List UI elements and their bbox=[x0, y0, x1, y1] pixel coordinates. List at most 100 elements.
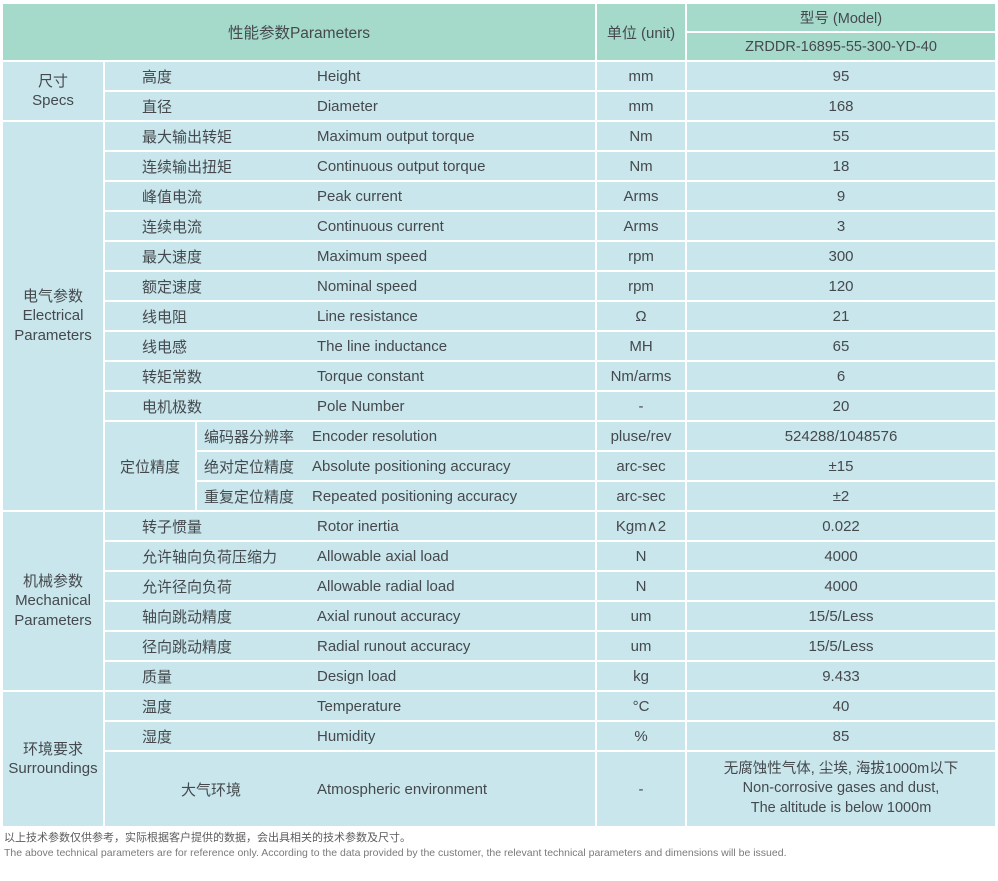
row-label-en: Continuous current bbox=[317, 217, 444, 235]
row-value-cell: 0.022 bbox=[687, 512, 995, 540]
header-model-value: ZRDDR-16895-55-300-YD-40 bbox=[687, 33, 995, 60]
row-value-cell: 15/5/Less bbox=[687, 602, 995, 630]
table-row: 绝对定位精度 Absolute positioning accuracy arc-s… bbox=[197, 452, 995, 480]
row-label-cell: 湿度 Humidity bbox=[105, 722, 595, 750]
row-label-cn: 编码器分辨率 bbox=[204, 428, 295, 446]
section-name-en: Electrical Parameters bbox=[14, 307, 92, 344]
row-label-cell: 允许轴向负荷压缩力 Allowable axial load bbox=[105, 542, 595, 570]
row-label-cell: 线电阻 Line resistance bbox=[105, 302, 595, 330]
row-value-cell: 6 bbox=[687, 362, 995, 390]
positioning-accuracy-group: 定位精度 编码器分辨率 Encoder resolution pluse/rev 524… bbox=[105, 422, 995, 510]
row-label-cn: 峰值电流 bbox=[142, 188, 203, 206]
table-row: 允许径向负荷 Allowable radial load N 4000 bbox=[105, 572, 995, 600]
row-label-cell: 重复定位精度 Repeated positioning accuracy bbox=[197, 482, 595, 510]
table-row: 高度 Height mm 95 bbox=[105, 62, 995, 90]
row-value-cell: 20 bbox=[687, 392, 995, 420]
row-label-en: Peak current bbox=[317, 187, 403, 205]
row-label-cn: 线电阻 bbox=[142, 308, 188, 326]
row-value-cell: 4000 bbox=[687, 572, 995, 600]
row-label-cell: 电机极数 Pole Number bbox=[105, 392, 595, 420]
row-label-en: Maximum output torque bbox=[317, 127, 475, 145]
row-unit-cell: mm bbox=[597, 62, 685, 90]
section-name-cn: 环境要求 bbox=[22, 740, 83, 758]
row-label-cell: 峰值电流 Peak current bbox=[105, 182, 595, 210]
section-header-cell: 电气参数 Electrical Parameters bbox=[3, 122, 103, 510]
row-label-en: Continuous output torque bbox=[317, 157, 486, 175]
table-row: 电机极数 Pole Number -20 bbox=[105, 392, 995, 420]
row-unit-cell: um bbox=[597, 602, 685, 630]
row-unit-cell: N bbox=[597, 572, 685, 600]
section-3: 环境要求 Surroundings 温度 Temperature °C 40 湿度 Humid… bbox=[3, 692, 995, 826]
row-label-en: Height bbox=[317, 67, 361, 85]
section-name-en: Surroundings bbox=[8, 760, 98, 777]
row-label-cn: 直径 bbox=[142, 98, 173, 116]
table-row: 转子惯量 Rotor inertia Kgm∧2 0.022 bbox=[105, 512, 995, 540]
table-row: 允许轴向负荷压缩力 Allowable axial load N 4000 bbox=[105, 542, 995, 570]
footnotes: 以上技术参数仅供参考，实际根据客户提供的数据，会出具相关的技术参数及尺寸。 Th… bbox=[4, 831, 998, 860]
row-label-cn: 重复定位精度 bbox=[204, 488, 295, 506]
row-unit-cell: um bbox=[597, 632, 685, 660]
table-row: 编码器分辨率 Encoder resolution pluse/rev 524288/… bbox=[197, 422, 995, 450]
row-label-cell: 绝对定位精度 Absolute positioning accuracy bbox=[197, 452, 595, 480]
row-value-cell: 无腐蚀性气体, 尘埃, 海拔1000m以下 Non-corrosive gases… bbox=[687, 752, 995, 826]
section-1: 电气参数 Electrical Parameters 最大输出转矩 Maximum o… bbox=[3, 122, 995, 510]
row-label-cell: 允许径向负荷 Allowable radial load bbox=[105, 572, 595, 600]
row-label-en: Nominal speed bbox=[317, 277, 418, 295]
value-line: Non-corrosive gases and dust, bbox=[742, 780, 940, 797]
row-label-en: Temperature bbox=[317, 697, 402, 715]
row-label-cn: 电机极数 bbox=[142, 398, 203, 416]
row-label-cn: 额定速度 bbox=[142, 278, 203, 296]
section-rows: 最大输出转矩 Maximum output torque Nm 55 连续输出扭矩 Con… bbox=[105, 122, 995, 510]
row-label-en: Design load bbox=[317, 667, 397, 685]
row-value-cell: 95 bbox=[687, 62, 995, 90]
row-label-en: Rotor inertia bbox=[317, 517, 399, 535]
row-value-cell: 120 bbox=[687, 272, 995, 300]
row-value-cell: ±2 bbox=[687, 482, 995, 510]
row-label-cell: 编码器分辨率 Encoder resolution bbox=[197, 422, 595, 450]
row-label-cell: 高度 Height bbox=[105, 62, 595, 90]
row-value-cell: 18 bbox=[687, 152, 995, 180]
row-label-cn: 高度 bbox=[142, 68, 173, 86]
header-parameters: 性能参数Parameters bbox=[3, 4, 595, 60]
row-label-cn: 径向跳动精度 bbox=[142, 638, 233, 656]
row-label-cn: 质量 bbox=[142, 668, 173, 686]
table-row: 重复定位精度 Repeated positioning accuracy arc-s… bbox=[197, 482, 995, 510]
row-value-cell: 15/5/Less bbox=[687, 632, 995, 660]
row-label-cn: 连续输出扭矩 bbox=[142, 158, 233, 176]
row-label-en: Radial runout accuracy bbox=[317, 637, 471, 655]
footnote-cn: 以上技术参数仅供参考，实际根据客户提供的数据，会出具相关的技术参数及尺寸。 bbox=[4, 832, 411, 844]
row-unit-cell: Arms bbox=[597, 182, 685, 210]
header-unit: 单位 (unit) bbox=[597, 4, 685, 60]
row-label-cell: 线电感 The line inductance bbox=[105, 332, 595, 360]
row-label-en: Allowable radial load bbox=[317, 577, 455, 595]
row-label-cn: 允许径向负荷 bbox=[142, 578, 233, 596]
row-label-en: Pole Number bbox=[317, 397, 405, 415]
row-value-cell: 9 bbox=[687, 182, 995, 210]
section-rows: 高度 Height mm 95 直径 Diameter mm 168 bbox=[105, 62, 995, 120]
section-name-cn: 尺寸 bbox=[37, 72, 68, 90]
table-body: 尺寸 Specs 高度 Height mm 95 直径 Diameter mm 168 电气参数 El… bbox=[3, 62, 995, 826]
table-row: 湿度 Humidity% 85 bbox=[105, 722, 995, 750]
row-unit-cell: mm bbox=[597, 92, 685, 120]
table-row-tall: 大气环境 Atmospheric environment - 无腐蚀性气体, 尘埃, … bbox=[105, 752, 995, 826]
row-label-en: Torque constant bbox=[317, 367, 424, 385]
row-label-cn: 转矩常数 bbox=[142, 368, 203, 386]
row-unit-cell: MH bbox=[597, 332, 685, 360]
row-label-cell: 最大输出转矩 Maximum output torque bbox=[105, 122, 595, 150]
row-label-cn: 轴向跳动精度 bbox=[142, 608, 233, 626]
row-value-cell: 55 bbox=[687, 122, 995, 150]
row-unit-cell: kg bbox=[597, 662, 685, 690]
table-row: 转矩常数 Torque constant Nm/arms 6 bbox=[105, 362, 995, 390]
row-value-cell: 168 bbox=[687, 92, 995, 120]
row-label-cell: 径向跳动精度 Radial runout accuracy bbox=[105, 632, 595, 660]
section-name-en: Specs bbox=[32, 92, 74, 109]
row-label-en: Allowable axial load bbox=[317, 547, 449, 565]
spec-table: 性能参数Parameters 单位 (unit) 型号 (Model) ZRDD… bbox=[3, 4, 995, 826]
row-label-en: Maximum speed bbox=[317, 247, 428, 265]
value-line: 无腐蚀性气体, 尘埃, 海拔1000m以下 bbox=[723, 760, 959, 777]
row-label-cell: 大气环境 Atmospheric environment bbox=[105, 752, 595, 826]
row-label-en: The line inductance bbox=[317, 337, 448, 355]
row-value-cell: 40 bbox=[687, 692, 995, 720]
row-value-cell: 21 bbox=[687, 302, 995, 330]
